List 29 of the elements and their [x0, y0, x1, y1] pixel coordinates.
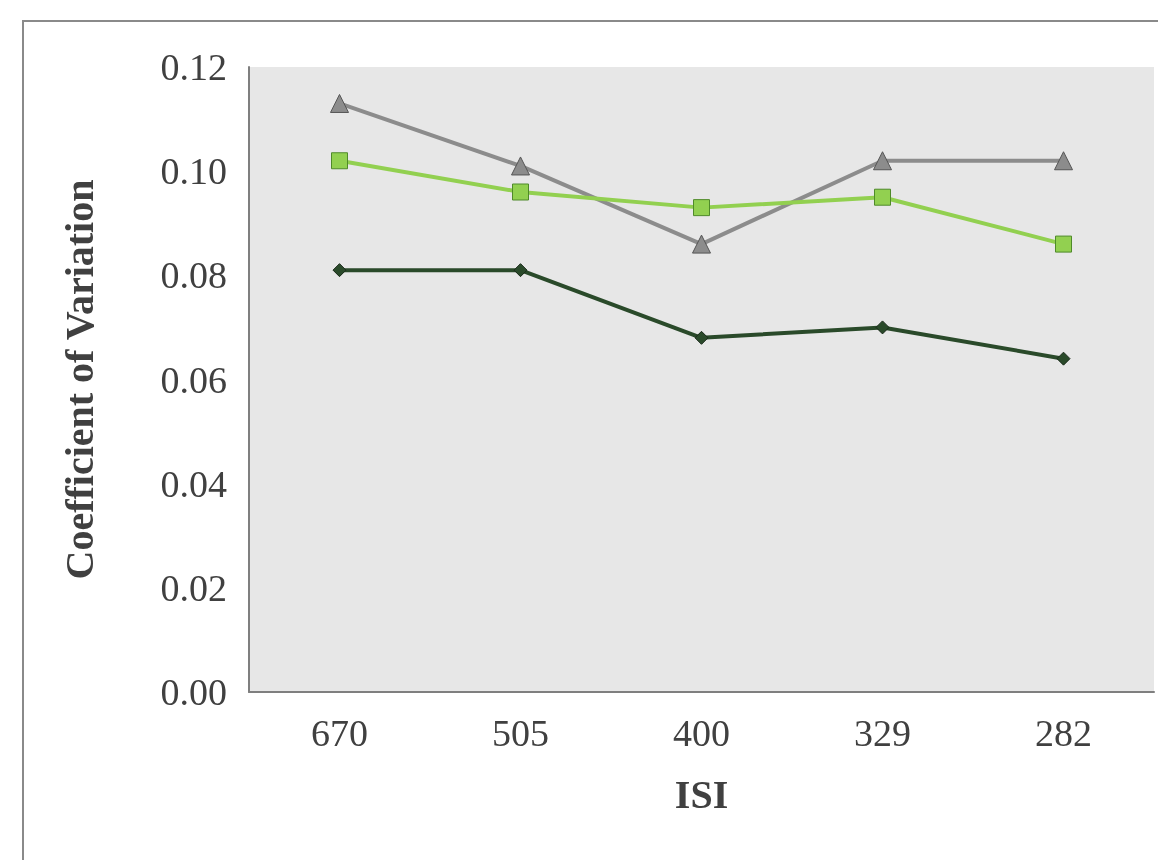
- point: [873, 151, 892, 171]
- x-tick-label: 400: [673, 712, 730, 754]
- x-tick-label: 329: [854, 712, 911, 754]
- point: [1055, 235, 1072, 253]
- point: [513, 263, 528, 278]
- point: [511, 156, 530, 176]
- y-axis-title: Coefficient of Variation: [56, 179, 102, 580]
- y-tick-label: 0.02: [160, 566, 227, 609]
- x-tick-label: 282: [1035, 712, 1092, 754]
- point: [512, 183, 529, 201]
- y-tick-label: 0.04: [160, 462, 227, 505]
- y-tick-label: 0.10: [160, 150, 227, 193]
- point: [693, 199, 710, 217]
- x-tick-label: 670: [311, 712, 368, 754]
- x-tick-label: 505: [492, 712, 549, 754]
- point: [332, 263, 347, 278]
- point: [692, 234, 711, 254]
- y-tick-label: 0.00: [160, 671, 227, 713]
- point: [1056, 351, 1071, 366]
- point: [875, 320, 890, 335]
- y-tick-label: 0.06: [160, 358, 227, 401]
- point: [1054, 151, 1073, 171]
- point: [331, 152, 348, 170]
- x-axis-title: ISI: [674, 771, 729, 817]
- point: [694, 330, 709, 345]
- y-tick-label: 0.08: [160, 254, 227, 297]
- y-tick-label: 0.12: [160, 46, 227, 88]
- point: [330, 93, 349, 113]
- point: [874, 188, 891, 206]
